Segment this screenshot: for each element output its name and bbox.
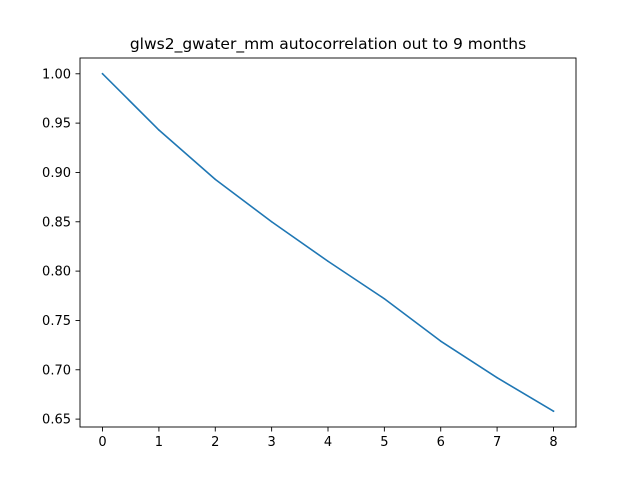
y-tick-label: 0.65 <box>42 413 71 428</box>
data-point <box>270 220 273 223</box>
x-tick-label: 8 <box>549 435 557 450</box>
data-point <box>439 340 442 342</box>
y-tick-label: 0.95 <box>42 117 71 132</box>
y-tick-label: 0.70 <box>42 363 71 378</box>
data-point <box>496 376 498 379</box>
y-tick-label: 0.75 <box>42 314 71 329</box>
y-tick-label: 1.00 <box>42 67 71 82</box>
x-tick-label: 5 <box>380 435 388 450</box>
x-tick-label: 7 <box>493 435 501 450</box>
data-point <box>552 410 555 413</box>
x-tick-label: 6 <box>437 435 445 450</box>
x-tick-label: 0 <box>98 435 106 450</box>
x-tick-label: 4 <box>324 435 332 450</box>
x-tick-label: 1 <box>155 435 163 450</box>
x-tick-label: 2 <box>211 435 219 450</box>
y-tick-label: 0.85 <box>42 215 71 230</box>
data-point <box>158 129 160 131</box>
y-tick-label: 0.80 <box>42 265 71 280</box>
data-point <box>101 72 104 75</box>
plot-area: 0 1 2 3 4 5 6 7 8 0.65 0.70 0.75 0.80 0.85 0.90 0.95 1.0… <box>42 57 577 450</box>
axes-frame <box>79 57 577 428</box>
series-line <box>101 72 555 413</box>
chart-title: glws2_gwater_mm autocorrelation out to 9… <box>130 35 526 54</box>
data-point <box>214 178 217 181</box>
x-tick-label: 3 <box>267 435 275 450</box>
data-point <box>383 297 386 300</box>
data-point <box>327 260 329 263</box>
y-tick-label: 0.90 <box>42 166 71 181</box>
